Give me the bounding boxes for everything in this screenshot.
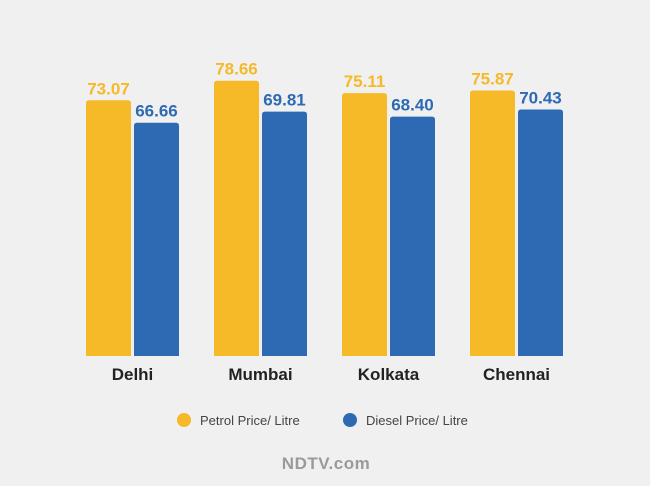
value-label-petrol-delhi: 73.07	[87, 79, 130, 98]
value-label-petrol-mumbai: 78.66	[215, 60, 258, 79]
bar-diesel-kolkata	[390, 116, 435, 356]
legend-swatch-petrol	[177, 413, 191, 427]
legend-label-petrol: Petrol Price/ Litre	[200, 413, 300, 428]
bar-petrol-mumbai	[214, 80, 259, 356]
bar-petrol-delhi	[86, 100, 131, 356]
value-label-petrol-kolkata: 75.11	[344, 72, 386, 91]
value-label-diesel-delhi: 66.66	[135, 102, 178, 121]
value-label-petrol-chennai: 75.87	[471, 69, 514, 88]
legend-label-diesel: Diesel Price/ Litre	[366, 413, 468, 428]
bar-petrol-chennai	[470, 90, 515, 356]
category-label-chennai: Chennai	[483, 365, 550, 384]
value-label-diesel-kolkata: 68.40	[391, 96, 434, 115]
bar-diesel-delhi	[134, 122, 179, 356]
bar-diesel-mumbai	[262, 111, 307, 356]
category-label-mumbai: Mumbai	[228, 365, 292, 384]
legend-swatch-diesel	[343, 413, 357, 427]
value-label-diesel-mumbai: 69.81	[263, 91, 306, 110]
ndtv-brand-logo: NDTV.com	[282, 454, 370, 473]
category-label-kolkata: Kolkata	[358, 365, 420, 384]
bar-petrol-kolkata	[342, 93, 387, 357]
bar-diesel-chennai	[518, 109, 563, 357]
category-label-delhi: Delhi	[112, 365, 154, 384]
value-label-diesel-chennai: 70.43	[519, 88, 562, 107]
